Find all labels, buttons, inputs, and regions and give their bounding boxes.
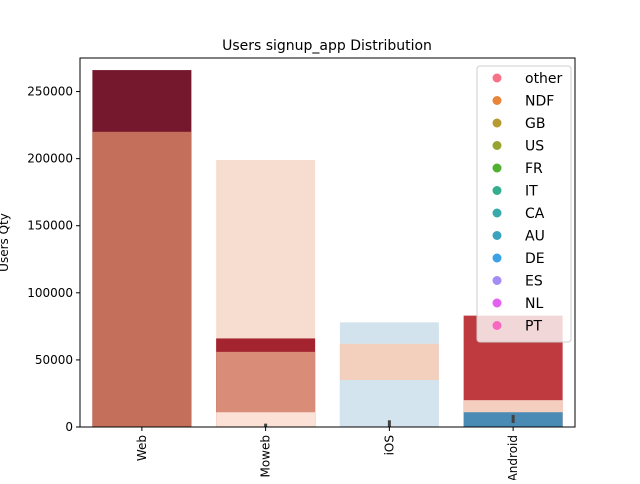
- y-tick-label: 0: [65, 420, 73, 434]
- legend-label-other: other: [525, 71, 563, 87]
- y-axis-label: Users Qty: [0, 213, 11, 272]
- legend-marker-es: [492, 276, 502, 285]
- x-tick-label-moweb: Moweb: [259, 435, 273, 478]
- legend-label-ca: CA: [525, 206, 545, 222]
- y-tick-label: 100000: [27, 286, 73, 300]
- legend-marker-pt: [492, 321, 502, 330]
- legend-label-it: IT: [525, 184, 538, 200]
- y-tick-label: 150000: [27, 219, 73, 233]
- bar-ios-layer-8: [339, 380, 439, 427]
- legend-label-es: ES: [525, 274, 543, 290]
- legend-label-us: US: [525, 139, 544, 155]
- axes-layer: [79, 57, 576, 428]
- legend-marker-ndf: [492, 96, 502, 105]
- legend-label-gb: GB: [525, 116, 545, 132]
- legend-label-pt: PT: [525, 319, 542, 335]
- y-tick-label: 200000: [27, 152, 73, 166]
- legend-box: [476, 65, 572, 343]
- legend-marker-us: [492, 141, 502, 150]
- x-tick-label-android: Android: [506, 435, 520, 480]
- legend-marker-gb: [492, 118, 502, 128]
- legend-label-ndf: NDF: [525, 94, 554, 110]
- bar-moweb-layer-5: [216, 412, 316, 427]
- legend-marker-au: [492, 231, 502, 240]
- ticks-layer: 0 50000 100000 150000 200000 250000 Web Moweb iO…: [27, 85, 520, 482]
- legend-label-de: DE: [525, 251, 545, 267]
- x-tick-label-ios: iOS: [382, 435, 396, 455]
- legend-label-au: AU: [525, 229, 545, 245]
- chart-title: Users signup_app Distribution: [222, 38, 432, 54]
- legend-marker-de: [492, 253, 502, 263]
- plot-frame: [79, 57, 576, 428]
- legend-label-fr: FR: [525, 161, 543, 177]
- y-tick-label: 250000: [27, 85, 73, 99]
- legend-marker-fr: [492, 163, 502, 173]
- legend-marker-ca: [492, 208, 502, 218]
- bar-web-layer-1: [92, 131, 192, 428]
- bars-layer: [92, 70, 563, 428]
- legend-marker-nl: [492, 298, 502, 308]
- error-bars-layer: [264, 414, 515, 427]
- legend-label-nl: NL: [525, 296, 543, 312]
- legend: other NDF GB US FR IT CA AU DE ES NL PT: [476, 65, 572, 343]
- legend-marker-other: [492, 73, 502, 83]
- legend-marker-it: [492, 186, 502, 195]
- x-tick-label-web: Web: [135, 435, 149, 461]
- y-tick-label: 50000: [35, 353, 73, 367]
